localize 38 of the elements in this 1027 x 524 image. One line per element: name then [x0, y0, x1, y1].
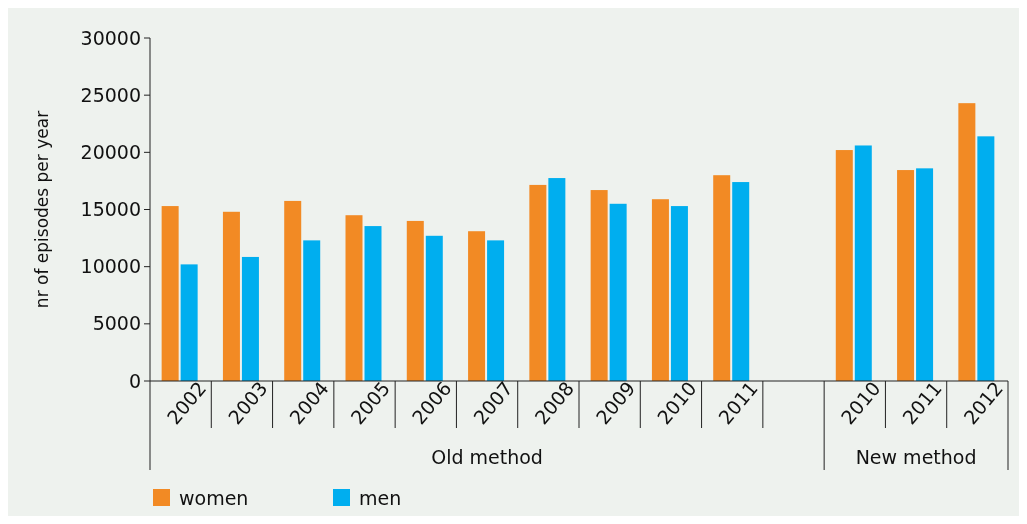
- y-tick-label: 5000: [92, 312, 141, 335]
- y-tick-label: 15000: [80, 198, 141, 221]
- bar: [303, 240, 321, 381]
- y-tick-label: 25000: [80, 83, 141, 106]
- bar: [897, 170, 915, 381]
- bar: [854, 145, 872, 381]
- bar: [487, 240, 505, 381]
- bar: [651, 199, 669, 381]
- text: Old method: [431, 446, 543, 468]
- bar: [916, 168, 934, 381]
- bar: [835, 150, 853, 381]
- bar: [345, 215, 363, 381]
- y-axis-title: nr of episodes per year: [32, 110, 52, 309]
- bar: [180, 264, 198, 381]
- bar: [222, 211, 240, 381]
- bar: [548, 178, 566, 381]
- bar: [529, 184, 547, 381]
- bar: [732, 182, 750, 381]
- legend-label: men: [359, 486, 402, 509]
- bar: [364, 226, 382, 381]
- legend-label: women: [179, 486, 249, 509]
- bar: [670, 206, 688, 381]
- bar: [406, 220, 424, 381]
- bar: [468, 231, 486, 381]
- bar: [590, 190, 608, 381]
- bar: [161, 206, 179, 381]
- bar: [958, 103, 976, 381]
- bar: [609, 203, 627, 381]
- y-tick-label: 20000: [80, 140, 141, 163]
- bar: [977, 136, 995, 381]
- text: New method: [855, 446, 977, 468]
- y-tick-label: 0: [128, 369, 141, 392]
- bar: [284, 200, 302, 381]
- bar: [713, 175, 731, 381]
- bar: [241, 256, 259, 381]
- y-tick-label: 10000: [80, 255, 141, 278]
- bar: [425, 235, 443, 381]
- y-tick-label: 30000: [80, 26, 141, 49]
